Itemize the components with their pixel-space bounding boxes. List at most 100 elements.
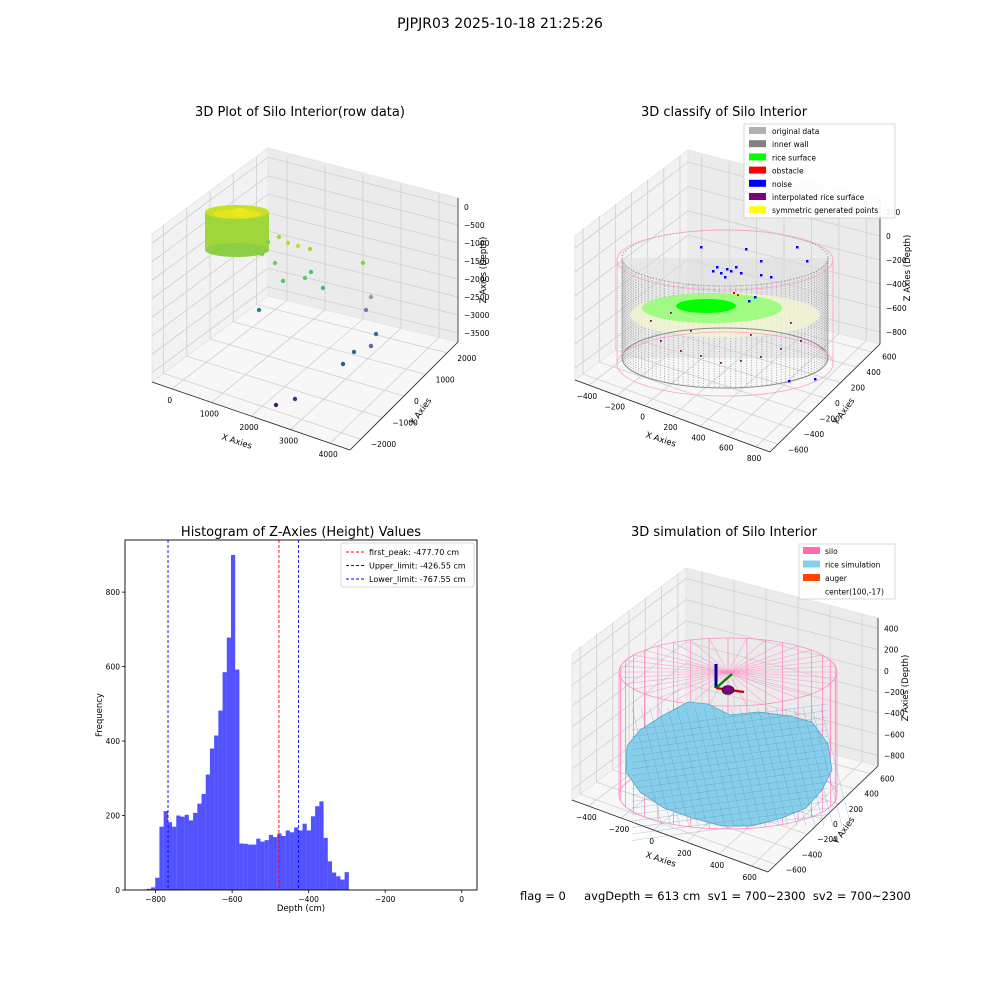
noise-point — [788, 380, 791, 383]
raw-data-point — [295, 243, 301, 249]
legend-swatch — [803, 560, 820, 568]
x-tick-label: 1000 — [200, 409, 219, 418]
legend-label: rice surface — [772, 153, 816, 162]
histogram-bar — [188, 820, 194, 890]
x-tick-label: 600 — [719, 444, 734, 453]
noise-point — [724, 276, 727, 279]
raw-data-point — [272, 260, 278, 266]
noise-point — [760, 274, 763, 277]
y-tick-label: −200 — [817, 835, 838, 844]
panel-1-title: 3D Plot of Silo Interior(row data) — [195, 105, 405, 120]
legend-label: auger — [825, 574, 848, 583]
z-tick-label: −200 — [884, 688, 905, 697]
x-axis-line — [571, 799, 769, 873]
y-tick-label: 800 — [106, 588, 121, 597]
legend-label: symmetric generated points — [772, 206, 878, 215]
y-axis-label: Frequency — [95, 693, 105, 737]
z-tick-label: −400 — [884, 709, 905, 718]
histogram-bar — [319, 801, 324, 890]
raw-data-point — [373, 331, 379, 337]
x-tick-label: 400 — [691, 433, 706, 442]
legend-label: rice simulation — [825, 561, 881, 570]
legend-label: inner wall — [772, 140, 809, 149]
interpolated-point — [750, 334, 752, 336]
legend-classify: original data inner wall rice surface obsta… — [743, 123, 896, 219]
reference-lines — [167, 540, 299, 890]
x-tick-label: 200 — [677, 849, 692, 858]
z-tick-label: −600 — [884, 730, 905, 739]
histogram-bar — [146, 888, 152, 890]
x-tick-label: −200 — [604, 402, 625, 411]
x-tick-label: 0 — [459, 895, 464, 904]
panel-classify-3d: 3D classify of Silo Interior −400 −200 0 20… — [573, 105, 913, 463]
legend-swatch — [803, 574, 820, 581]
x-tick-label: −600 — [222, 895, 243, 904]
histogram-bar — [239, 843, 244, 890]
legend-swatch — [749, 193, 766, 200]
panel-raw-3d: 3D Plot of Silo Interior(row data) 0 1000… — [150, 105, 490, 459]
y-tick-label: 400 — [866, 368, 881, 377]
z-tick-label: −1500 — [464, 257, 490, 266]
histogram-bar — [336, 876, 341, 890]
z-axis-label: Z Axies (Depth) — [901, 655, 911, 722]
histogram-bar — [281, 836, 286, 890]
histogram-bar — [193, 812, 198, 890]
z-tick-label: −3000 — [464, 311, 490, 320]
y-axis-line — [767, 765, 879, 873]
legend-swatch — [749, 179, 766, 187]
legend-swatch — [749, 127, 766, 134]
raw-data-point — [307, 246, 313, 252]
legend-label: silo — [825, 547, 838, 556]
raw-data-point — [265, 239, 271, 245]
histogram-bar — [247, 844, 253, 890]
histogram-bar — [260, 841, 265, 890]
interpolated-point — [670, 312, 672, 314]
histogram-bar — [327, 861, 332, 890]
raw-data-point — [320, 285, 326, 291]
noise-point — [712, 270, 715, 273]
histogram-bar — [205, 774, 210, 890]
interpolated-point — [660, 340, 662, 342]
y-tick-label: 400 — [106, 737, 121, 746]
tick-labels: −800 −600 −400 −200 0 0 200 400 600 800 — [106, 588, 465, 904]
histogram-bar — [294, 827, 299, 890]
raw-data-point — [363, 307, 369, 313]
noise-point — [720, 272, 723, 275]
x-axis-label: X Axies — [644, 430, 677, 449]
y-tick-label: 0 — [833, 820, 838, 829]
z-tick-label: 0 — [884, 667, 889, 676]
histogram-bar — [163, 811, 168, 890]
histogram-bar — [306, 830, 311, 890]
y-tick-label: 0 — [414, 397, 419, 406]
noise-point — [726, 268, 729, 271]
raw-data-point — [285, 240, 291, 246]
histogram-bar — [331, 872, 337, 890]
raw-data-point — [302, 275, 308, 281]
histogram-bars — [146, 554, 349, 890]
legend-label: original data — [772, 127, 819, 136]
tick-labels: −400−2000200400600−600−400−2000200400600… — [576, 625, 905, 882]
histogram-bar — [315, 806, 320, 890]
y-tick-label: 400 — [864, 790, 879, 799]
raw-data-point — [308, 269, 314, 275]
interpolated-point — [650, 320, 652, 322]
x-axis-line — [151, 381, 351, 451]
x-tick-label: −800 — [145, 895, 166, 904]
noise-point — [740, 272, 743, 275]
histogram-bar — [268, 834, 274, 890]
histogram-bar — [273, 837, 278, 890]
histogram-bar — [151, 887, 156, 890]
histogram-bar — [289, 832, 295, 890]
histogram-bar — [201, 793, 206, 890]
raw-data-point — [351, 349, 357, 355]
histogram-bar — [340, 879, 345, 890]
panel-simulation-3d: 3D simulation of Silo Interior −400 −200 0… — [570, 525, 911, 882]
histogram-bar — [159, 826, 164, 890]
noise-point — [770, 276, 773, 279]
interpolated-point — [760, 356, 762, 358]
noise-point — [700, 246, 703, 249]
x-tick-label: 3000 — [279, 437, 298, 446]
histogram-bar — [180, 816, 185, 890]
x-tick-label: −400 — [576, 813, 597, 822]
